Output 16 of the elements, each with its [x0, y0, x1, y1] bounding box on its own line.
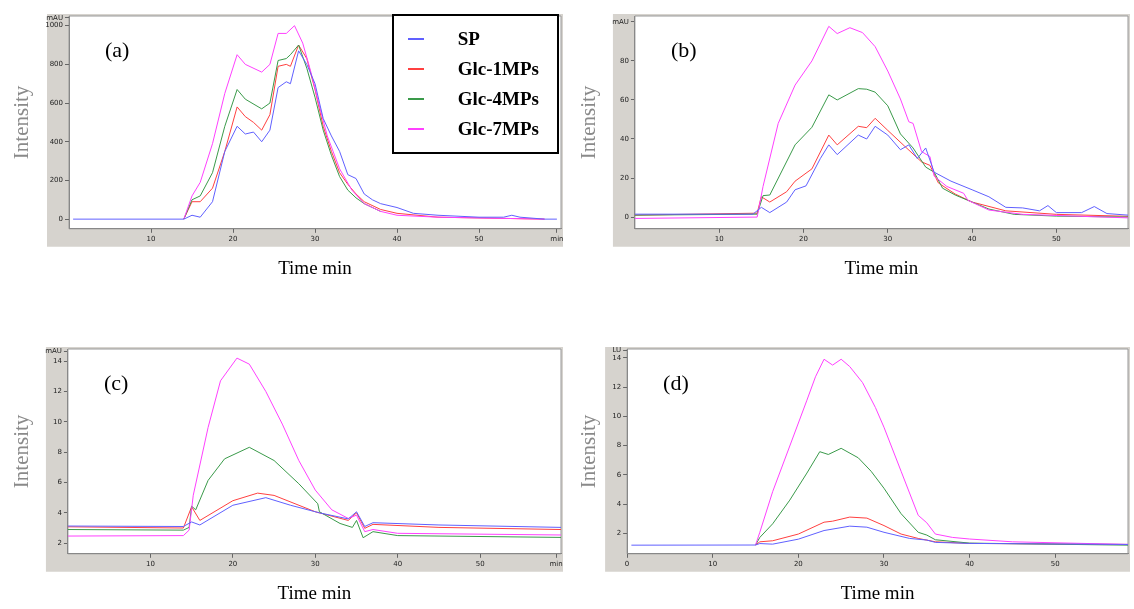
legend-label: SP [457, 28, 480, 50]
legend-label: Glc-7MPs [457, 118, 539, 140]
x-axis-title: Time min [840, 581, 915, 603]
y-axis-title: Intensity [9, 414, 34, 489]
y-axis-title: Intensity [576, 85, 601, 160]
annotation: (d) [663, 369, 689, 395]
x-axis-title: Time min [277, 581, 352, 603]
x-axis-title: Time min [278, 256, 353, 278]
annotation: (a) [105, 36, 130, 62]
legend-label: Glc-4MPs [457, 88, 539, 110]
x-axis-title: Time min [844, 256, 919, 278]
annotation: (b) [670, 36, 697, 62]
y-axis-title: Intensity [576, 414, 601, 489]
y-axis-title: Intensity [9, 85, 34, 160]
annotation: (c) [103, 369, 129, 395]
legend-label: Glc-1MPs [457, 58, 539, 80]
